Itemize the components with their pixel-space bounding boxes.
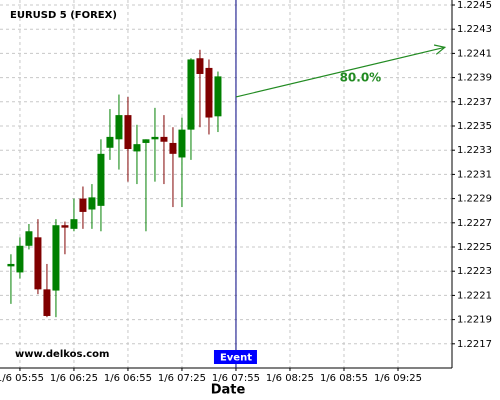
y-tick-label: 1.2243 — [457, 24, 492, 35]
candle-body — [88, 197, 96, 210]
y-tick-label: 1.2219 — [457, 315, 492, 326]
y-tick-label: 1.2237 — [457, 97, 492, 108]
y-tick-label: 1.2227 — [457, 218, 492, 229]
watermark: www.delkos.com — [15, 349, 109, 360]
y-tick-label: 1.2235 — [457, 121, 492, 132]
candle-body — [151, 136, 159, 140]
candle-body — [70, 219, 78, 229]
x-tick-label: 1/6 07:55 — [212, 373, 260, 384]
x-axis-label: Date — [211, 383, 246, 398]
forecast-arrow — [235, 46, 445, 98]
y-tick-label: 1.2241 — [457, 48, 492, 59]
chart-title: EURUSD 5 (FOREX) — [10, 10, 117, 21]
event-box — [213, 350, 257, 364]
candle-body — [97, 153, 105, 206]
y-tick-label: 1.2231 — [457, 169, 492, 180]
candle-body — [25, 231, 33, 246]
x-tick-label: 1/6 07:25 — [158, 373, 206, 384]
x-tick-label: 1/6 08:25 — [266, 373, 314, 384]
y-tick-label: 1.2223 — [457, 266, 492, 277]
marks — [7, 49, 222, 318]
y-tick-label: 1.2239 — [457, 73, 492, 84]
x-tick-label: 1/6 08:55 — [320, 373, 368, 384]
y-tick-label: 1.2221 — [457, 290, 492, 301]
candle-body — [196, 58, 204, 74]
candle-body — [178, 129, 186, 158]
candle-body — [79, 198, 87, 212]
candle-body — [43, 289, 51, 316]
candle-body — [214, 76, 222, 117]
y-tick-label: 1.2229 — [457, 194, 492, 205]
candle-body — [205, 67, 213, 118]
y-tick-label: 1.2225 — [457, 242, 492, 253]
candle-body — [133, 144, 141, 152]
candle-body — [169, 142, 177, 154]
y-tick-label: 1.2233 — [457, 145, 492, 156]
forecast-label: 80.0% — [340, 71, 382, 85]
y-tick-label: 1.2245 — [457, 0, 492, 11]
x-tick-label: 1/6 05:55 — [0, 373, 44, 384]
candle-body — [160, 136, 168, 142]
y-tick-label: 1.2217 — [457, 339, 492, 350]
candle-body — [124, 115, 132, 149]
candle-body — [52, 225, 60, 291]
candle-body — [187, 59, 195, 130]
arrow-head — [433, 44, 447, 55]
candle-body — [7, 263, 15, 267]
event-label: Event — [220, 353, 252, 364]
candle-body — [16, 245, 24, 273]
candle-body — [34, 237, 42, 290]
candle-body — [61, 225, 69, 228]
x-tick-label: 1/6 06:25 — [50, 373, 98, 384]
candle-body — [115, 115, 123, 140]
candle-body — [106, 136, 114, 148]
x-tick-label: 1/6 09:25 — [374, 373, 422, 384]
candle-body — [142, 139, 150, 143]
x-tick-label: 1/6 06:55 — [104, 373, 152, 384]
